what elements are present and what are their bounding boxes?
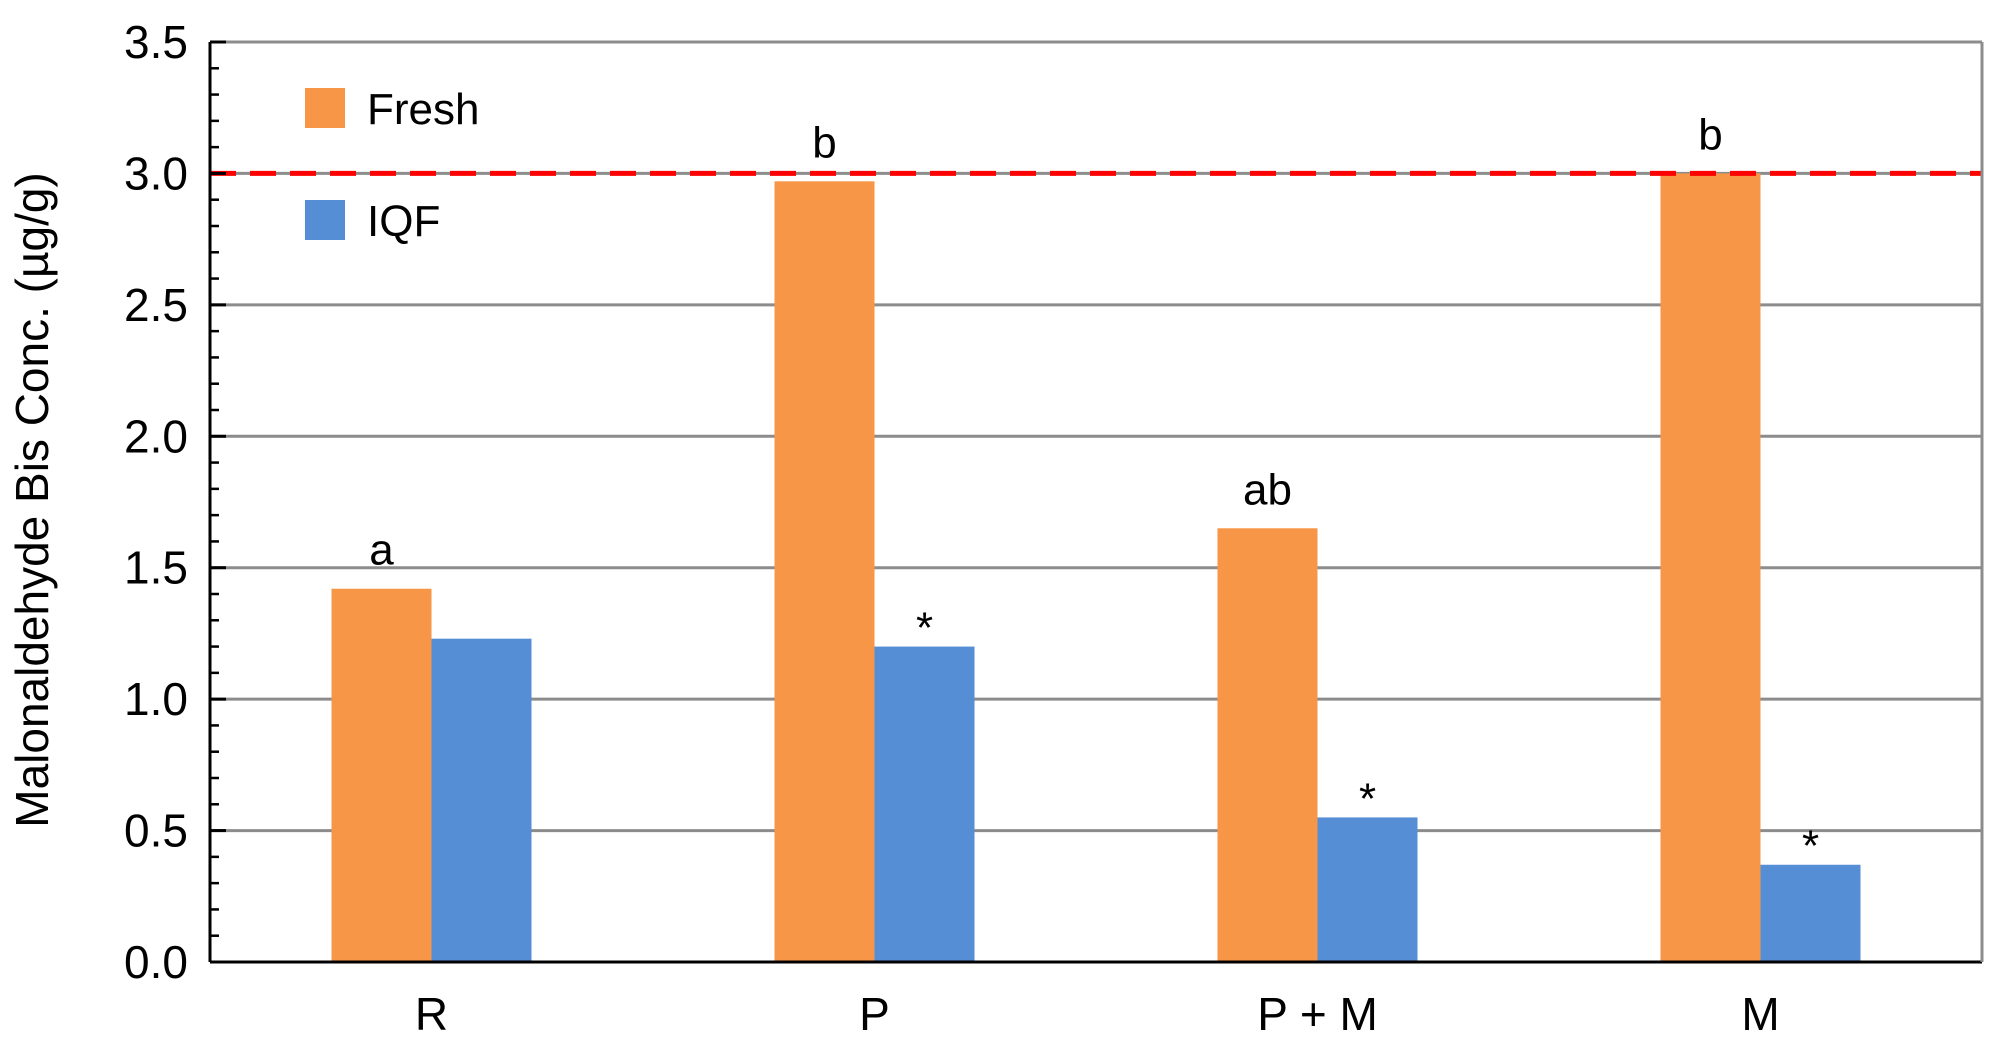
x-category-label: P <box>859 988 890 1040</box>
bar-iqf-1 <box>874 646 975 962</box>
bar-iqf-3 <box>1760 864 1861 962</box>
x-category-label: R <box>415 988 448 1040</box>
group-letter-label: a <box>369 526 394 575</box>
y-tick-label: 0.0 <box>124 936 188 988</box>
bar-iqf-2 <box>1317 817 1418 962</box>
legend-swatch-iqf <box>305 200 345 240</box>
significance-marker: * <box>1802 822 1819 871</box>
group-letter-label: ab <box>1243 465 1292 514</box>
y-tick-label: 0.5 <box>124 805 188 857</box>
y-tick-label: 2.5 <box>124 279 188 331</box>
y-tick-label: 3.0 <box>124 147 188 199</box>
bar-fresh-0 <box>331 588 432 962</box>
legend-label-fresh: Fresh <box>367 85 479 134</box>
bar-fresh-2 <box>1217 528 1318 962</box>
y-tick-label: 1.5 <box>124 542 188 594</box>
group-letter-label: b <box>812 118 836 167</box>
bars <box>331 173 1861 963</box>
significance-marker: * <box>1359 774 1376 823</box>
y-tick-label: 3.5 <box>124 16 188 68</box>
labels: 0.0 0.5 1.0 1.5 2.0 2.5 3.0 3.5 a Rb * Pab * P + M b * M <box>124 16 1819 1040</box>
y-tick-label: 1.0 <box>124 673 188 725</box>
y-tick-label: 2.0 <box>124 410 188 462</box>
axes <box>208 40 1984 964</box>
legend: Fresh IQF <box>305 85 479 246</box>
x-category-label: P + M <box>1257 988 1378 1040</box>
legend-label-iqf: IQF <box>367 197 440 246</box>
x-category-label: M <box>1741 988 1779 1040</box>
y-axis-title: Malonaldehyde Bis Conc. (µg/g) <box>6 172 58 828</box>
group-letter-label: b <box>1698 110 1722 159</box>
bar-fresh-1 <box>774 181 875 963</box>
bar-fresh-3 <box>1660 173 1761 962</box>
significance-marker: * <box>916 604 933 653</box>
legend-swatch-fresh <box>305 88 345 128</box>
bar-iqf-0 <box>431 638 532 962</box>
